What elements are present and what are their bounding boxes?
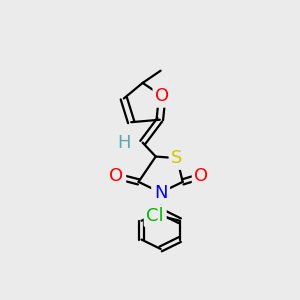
Text: O: O	[110, 167, 124, 185]
Text: Cl: Cl	[146, 207, 164, 225]
Text: O: O	[155, 87, 169, 105]
Text: S: S	[171, 149, 183, 167]
Text: H: H	[117, 134, 130, 152]
Text: N: N	[154, 184, 167, 202]
Text: O: O	[194, 167, 208, 185]
